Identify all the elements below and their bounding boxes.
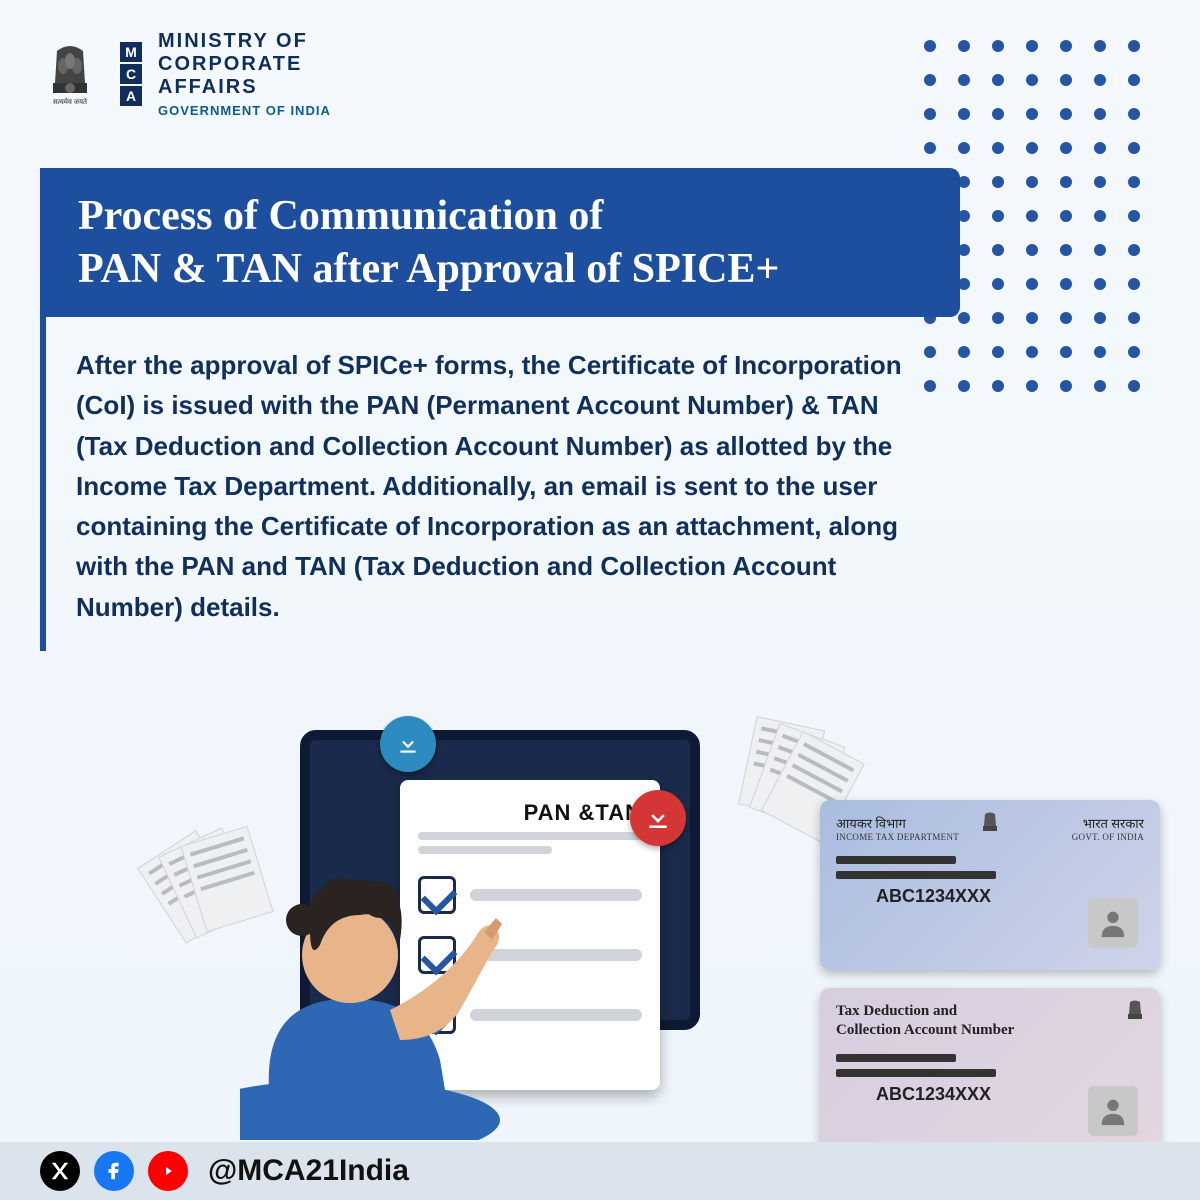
x-icon[interactable]	[40, 1151, 80, 1191]
title-line2: PAN & TAN after Approval of SPICE+	[78, 243, 930, 296]
body-text: After the approval of SPICe+ forms, the …	[40, 317, 960, 651]
gov-line: GOVERNMENT OF INDIA	[158, 103, 331, 118]
person-illustration	[240, 860, 560, 1140]
emblem-caption: सत्यमेव जयते	[53, 98, 87, 107]
emblem-icon	[1126, 1000, 1144, 1020]
pan-tan-label: PAN &TAN	[418, 800, 642, 826]
mca-letter: M	[120, 42, 142, 62]
tan-title-line1: Tax Deduction and	[836, 1002, 1144, 1021]
pan-card: आयकर विभाग भारत सरकार INCOME TAX DEPARTM…	[820, 800, 1160, 970]
ministry-line: CORPORATE	[158, 53, 331, 76]
title-line1: Process of Communication of	[78, 190, 930, 243]
pan-eng-dept: INCOME TAX DEPARTMENT	[836, 832, 959, 842]
footer: @MCA21India	[0, 1142, 1200, 1200]
tan-title-line2: Collection Account Number	[836, 1021, 1144, 1040]
tan-card: Tax Deduction and Collection Account Num…	[820, 988, 1160, 1158]
mca-letter: C	[120, 64, 142, 84]
ministry-line: AFFAIRS	[158, 76, 331, 99]
pan-hindi-gov: भारत सरकार	[1083, 814, 1144, 832]
facebook-icon[interactable]	[94, 1151, 134, 1191]
avatar-icon	[1088, 898, 1138, 948]
download-icon	[380, 716, 436, 772]
ministry-line: MINISTRY OF	[158, 30, 331, 53]
emblem-icon	[45, 41, 95, 96]
cards-stack: आयकर विभाग भारत सरकार INCOME TAX DEPARTM…	[820, 800, 1160, 1176]
title-bar: Process of Communication of PAN & TAN af…	[40, 168, 960, 317]
pan-hindi-dept: आयकर विभाग	[836, 814, 906, 832]
youtube-icon[interactable]	[148, 1151, 188, 1191]
national-emblem: सत्यमेव जयते	[40, 39, 100, 109]
download-icon	[630, 790, 686, 846]
emblem-icon	[981, 812, 999, 832]
mca-letter: A	[120, 86, 142, 106]
social-handle: @MCA21India	[208, 1154, 409, 1188]
ministry-name: MINISTRY OF CORPORATE AFFAIRS GOVERNMENT…	[158, 30, 331, 118]
pan-eng-gov: GOVT. OF INDIA	[1072, 832, 1144, 842]
avatar-icon	[1088, 1086, 1138, 1136]
mca-logo: M C A	[120, 42, 142, 106]
